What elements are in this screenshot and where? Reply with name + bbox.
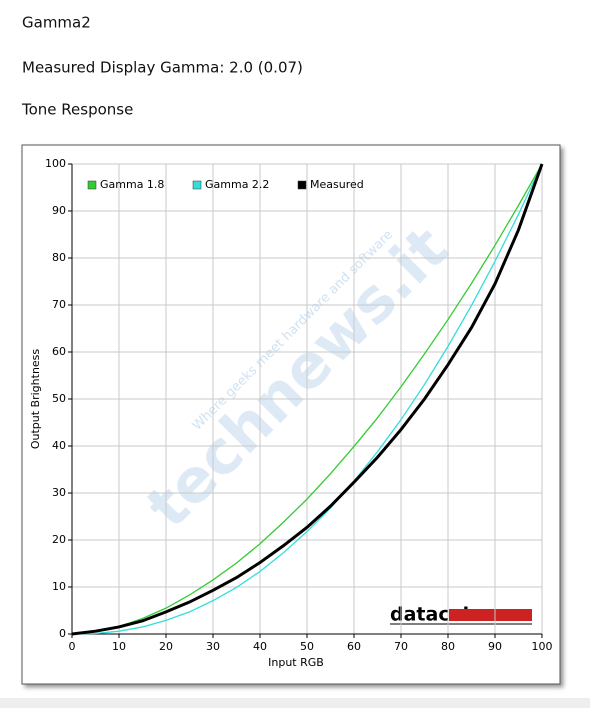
x-tick-label: 10 bbox=[112, 640, 126, 653]
x-tick-label: 0 bbox=[69, 640, 76, 653]
y-tick-label: 80 bbox=[52, 251, 66, 264]
x-tick-label: 70 bbox=[394, 640, 408, 653]
page-title: Gamma2 bbox=[22, 14, 91, 32]
x-axis-label: Input RGB bbox=[268, 656, 324, 669]
y-tick-label: 40 bbox=[52, 439, 66, 452]
x-tick-label: 40 bbox=[253, 640, 267, 653]
logo-bar bbox=[449, 609, 532, 621]
y-axis-label: Output Brightness bbox=[29, 349, 42, 450]
y-tick-label: 50 bbox=[52, 392, 66, 405]
x-tick-label: 30 bbox=[206, 640, 220, 653]
series-line bbox=[71, 163, 543, 635]
y-tick-label: 10 bbox=[52, 580, 66, 593]
legend-label: Gamma 2.2 bbox=[205, 178, 269, 191]
legend-label: Measured bbox=[310, 178, 364, 191]
x-tick-label: 50 bbox=[300, 640, 314, 653]
legend-swatch bbox=[297, 180, 307, 190]
y-tick-label: 20 bbox=[52, 533, 66, 546]
x-tick-label: 20 bbox=[159, 640, 173, 653]
y-tick-label: 100 bbox=[45, 157, 66, 170]
x-tick-label: 60 bbox=[347, 640, 361, 653]
series-line bbox=[71, 163, 544, 636]
series-line bbox=[71, 163, 543, 635]
x-tick-label: 90 bbox=[488, 640, 502, 653]
chart-frame bbox=[21, 144, 561, 685]
x-tick-label: 100 bbox=[532, 640, 553, 653]
measured-gamma: Measured Display Gamma: 2.0 (0.07) bbox=[22, 59, 303, 77]
y-tick-label: 90 bbox=[52, 204, 66, 217]
y-tick-label: 0 bbox=[59, 627, 66, 640]
y-tick-label: 70 bbox=[52, 298, 66, 311]
legend-swatch bbox=[87, 180, 97, 190]
legend-label: Gamma 1.8 bbox=[100, 178, 164, 191]
footer-strip bbox=[0, 698, 590, 708]
y-tick-label: 60 bbox=[52, 345, 66, 358]
section-title: Tone Response bbox=[21, 101, 133, 119]
x-tick-label: 80 bbox=[441, 640, 455, 653]
legend-swatch bbox=[192, 180, 202, 190]
y-tick-label: 30 bbox=[52, 486, 66, 499]
